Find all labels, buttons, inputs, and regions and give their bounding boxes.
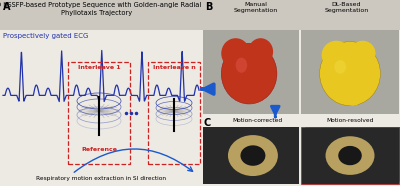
Text: Respiratory motion extraction in SI direction: Respiratory motion extraction in SI dire… bbox=[36, 176, 166, 181]
Text: Reference: Reference bbox=[81, 147, 117, 152]
Ellipse shape bbox=[320, 42, 380, 106]
Text: Motion-resolved: Motion-resolved bbox=[327, 118, 374, 123]
Ellipse shape bbox=[236, 58, 247, 73]
Text: B: B bbox=[205, 2, 212, 12]
Ellipse shape bbox=[326, 136, 374, 175]
Ellipse shape bbox=[350, 41, 376, 66]
Text: Motion-corrected: Motion-corrected bbox=[232, 118, 282, 123]
Ellipse shape bbox=[240, 145, 266, 166]
Ellipse shape bbox=[240, 80, 262, 104]
Text: Manual
Segmentation: Manual Segmentation bbox=[233, 2, 278, 13]
Ellipse shape bbox=[338, 146, 362, 165]
Ellipse shape bbox=[322, 41, 351, 69]
Text: Prospectively gated ECG: Prospectively gated ECG bbox=[3, 33, 88, 39]
Ellipse shape bbox=[342, 82, 364, 106]
Text: Interleave n: Interleave n bbox=[153, 65, 195, 70]
Ellipse shape bbox=[228, 135, 278, 176]
Text: 3D bSSFP-based Prototype Sequence with Golden-angle Radial
Phyllotaxis Trajector: 3D bSSFP-based Prototype Sequence with G… bbox=[0, 2, 202, 15]
Ellipse shape bbox=[221, 38, 250, 69]
Bar bbox=[203, 30, 299, 114]
Bar bbox=[301, 127, 399, 184]
Bar bbox=[305, 127, 399, 181]
Bar bbox=[0, 0, 400, 30]
Ellipse shape bbox=[334, 60, 346, 74]
Bar bbox=[203, 127, 299, 184]
Text: Interleave 1: Interleave 1 bbox=[78, 65, 120, 70]
Ellipse shape bbox=[221, 43, 277, 104]
Bar bbox=[301, 30, 399, 114]
Ellipse shape bbox=[248, 38, 273, 65]
Text: C: C bbox=[204, 118, 211, 128]
Text: DL-Based
Segmentation: DL-Based Segmentation bbox=[324, 2, 369, 13]
Bar bbox=[309, 127, 399, 179]
Bar bbox=[0, 30, 202, 186]
Text: A: A bbox=[3, 2, 10, 12]
